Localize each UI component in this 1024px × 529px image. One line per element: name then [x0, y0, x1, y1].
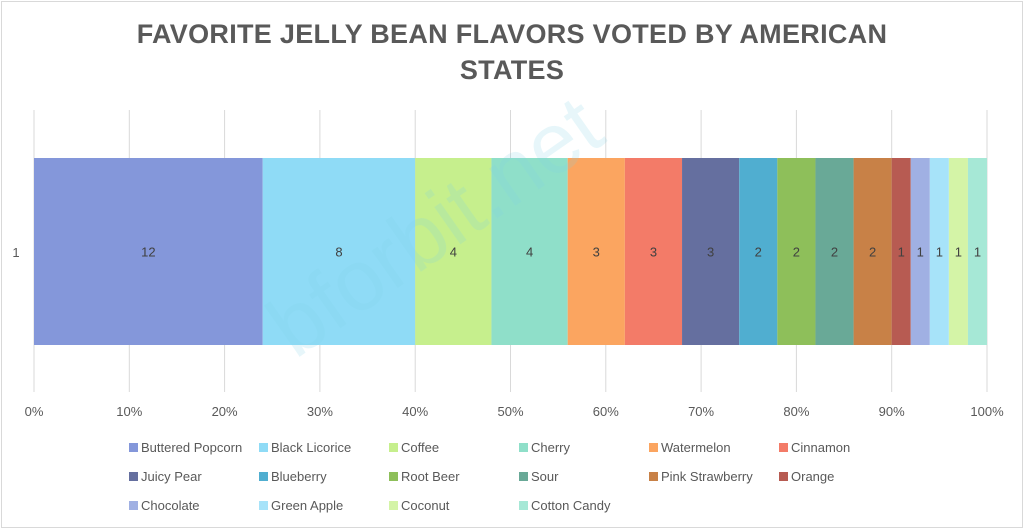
legend-swatch	[259, 501, 268, 510]
x-tick-label: 100%	[970, 404, 1004, 419]
x-tick-label: 0%	[25, 404, 44, 419]
bar-segment	[948, 158, 968, 345]
legend-label: Coconut	[401, 498, 450, 513]
data-label: 2	[755, 245, 762, 260]
x-tick-label: 80%	[783, 404, 809, 419]
data-label: 3	[650, 245, 657, 260]
legend-swatch	[129, 472, 138, 481]
legend-swatch	[259, 472, 268, 481]
legend-swatch	[649, 472, 658, 481]
bar-segment	[853, 158, 892, 345]
x-tick-label: 90%	[879, 404, 905, 419]
bar-segment	[624, 158, 683, 345]
chart-title-line: STATES	[459, 55, 565, 85]
data-label: 2	[869, 245, 876, 260]
chart-title-line: FAVORITE JELLY BEAN FLAVORS VOTED BY AME…	[136, 19, 888, 49]
bar-segment	[34, 158, 263, 345]
chart-title-text: FAVORITE JELLY BEAN FLAVORS VOTED BY AME…	[0, 16, 1024, 88]
x-tick-label: 60%	[593, 404, 619, 419]
data-label: 4	[526, 245, 533, 260]
data-label: 1	[917, 245, 924, 260]
legend-label: Chocolate	[141, 498, 200, 513]
data-label: 3	[707, 245, 714, 260]
legend-swatch	[779, 443, 788, 452]
legend-label: Coffee	[401, 440, 439, 455]
bar-segment	[567, 158, 625, 345]
legend-label: Green Apple	[271, 498, 343, 513]
legend-label: Pink Strawberry	[661, 469, 753, 484]
legend-label: Cotton Candy	[531, 498, 611, 513]
legend-swatch	[649, 443, 658, 452]
legend-swatch	[129, 501, 138, 510]
legend-label: Sour	[531, 469, 559, 484]
data-label: 12	[141, 245, 155, 260]
data-label: 2	[793, 245, 800, 260]
legend-label: Cinnamon	[791, 440, 850, 455]
legend-swatch	[389, 443, 398, 452]
data-label: 1	[898, 245, 905, 260]
legend-swatch	[129, 443, 138, 452]
legend-label: Juicy Pear	[141, 469, 202, 484]
bar-segment	[682, 158, 740, 345]
bar-segment	[262, 158, 416, 345]
legend-label: Orange	[791, 469, 834, 484]
data-label: 3	[593, 245, 600, 260]
x-tick-label: 10%	[116, 404, 142, 419]
legend-swatch	[519, 501, 528, 510]
x-tick-label: 50%	[497, 404, 523, 419]
x-tick-label: 70%	[688, 404, 714, 419]
legend-label: Watermelon	[661, 440, 731, 455]
data-label: 1	[974, 245, 981, 260]
bar-segment	[910, 158, 930, 345]
legend-swatch	[259, 443, 268, 452]
data-label: 1	[955, 245, 962, 260]
x-tick-label: 40%	[402, 404, 428, 419]
legend-swatch	[519, 443, 528, 452]
bar-segment	[777, 158, 816, 345]
data-label: 1	[936, 245, 943, 260]
legend-swatch	[519, 472, 528, 481]
y-category-label: 1	[12, 245, 19, 260]
bar-segment	[815, 158, 854, 345]
data-label: 2	[831, 245, 838, 260]
bar-segment	[739, 158, 778, 345]
bar-segment	[891, 158, 911, 345]
bar-segment	[967, 158, 987, 345]
chart-title: FAVORITE JELLY BEAN FLAVORS VOTED BY AME…	[0, 16, 1024, 88]
bar-segment	[415, 158, 492, 345]
legend-label: Black Licorice	[271, 440, 351, 455]
x-tick-label: 30%	[307, 404, 333, 419]
x-tick-label: 20%	[212, 404, 238, 419]
data-label: 8	[335, 245, 342, 260]
data-label: 4	[450, 245, 457, 260]
legend-swatch	[779, 472, 788, 481]
bar-segment	[491, 158, 568, 345]
legend-swatch	[389, 472, 398, 481]
legend-label: Blueberry	[271, 469, 327, 484]
legend-label: Root Beer	[401, 469, 460, 484]
bar-segment	[929, 158, 949, 345]
legend-swatch	[389, 501, 398, 510]
legend-label: Cherry	[531, 440, 571, 455]
legend-label: Buttered Popcorn	[141, 440, 242, 455]
